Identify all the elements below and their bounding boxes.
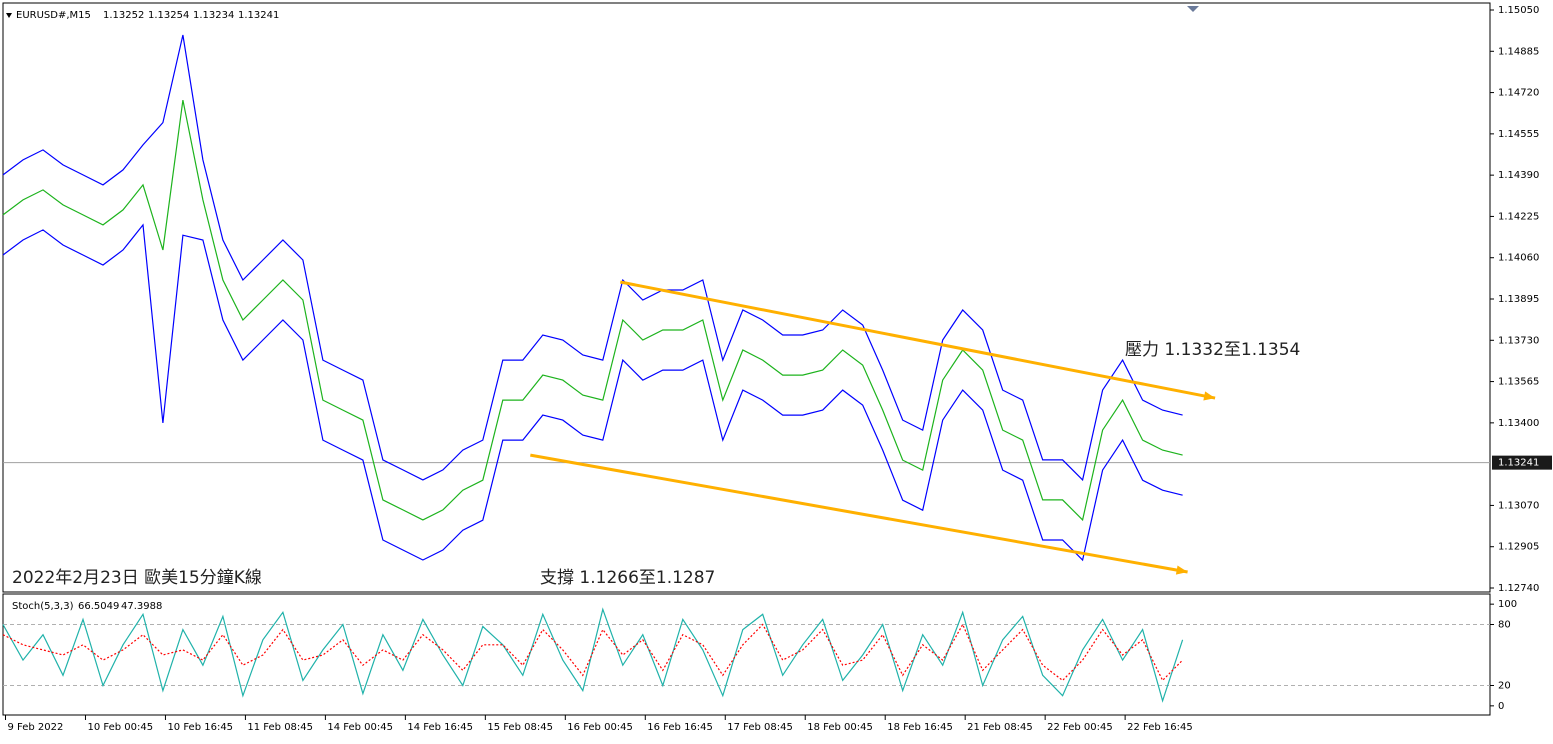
y-tick-label: 1.14390 xyxy=(1498,170,1539,181)
x-tick-label: 14 Feb 16:45 xyxy=(407,722,473,733)
x-tick-label: 22 Feb 16:45 xyxy=(1127,722,1193,733)
indicator-name: Stoch(5,3,3) xyxy=(12,601,74,612)
x-tick-label: 18 Feb 16:45 xyxy=(887,722,953,733)
y-tick-label: 1.15050 xyxy=(1498,5,1539,16)
x-tick-label: 17 Feb 08:45 xyxy=(727,722,793,733)
x-tick-label: 10 Feb 16:45 xyxy=(167,722,233,733)
trendline-arrow xyxy=(1203,391,1216,401)
high: 1.13254 xyxy=(148,10,189,21)
trendline xyxy=(620,280,1216,400)
y-tick-label: 80 xyxy=(1498,620,1511,631)
menu-triangle[interactable] xyxy=(6,13,12,18)
series-line xyxy=(2,223,1183,562)
series-line xyxy=(2,607,1184,703)
y-tick-label: 0 xyxy=(1498,701,1504,712)
trendline xyxy=(530,453,1188,574)
series-line xyxy=(2,99,1183,522)
y-tick-label: 100 xyxy=(1498,599,1517,610)
series-line xyxy=(2,34,1183,482)
symbol: EURUSD#,M15 xyxy=(16,10,91,21)
x-tick-label: 21 Feb 08:45 xyxy=(967,722,1033,733)
x-tick-label: 11 Feb 08:45 xyxy=(247,722,313,733)
low: 1.13234 xyxy=(193,10,234,21)
chart-caption: 2022年2月23日 歐美15分鐘K線 xyxy=(12,568,262,588)
indicator-main: 66.5049 xyxy=(78,601,119,612)
y-tick-label: 1.14555 xyxy=(1498,129,1539,140)
y-tick-label: 1.12905 xyxy=(1498,542,1539,553)
close: 1.13241 xyxy=(238,10,279,21)
y-tick-label: 1.13400 xyxy=(1498,418,1539,429)
support-note: 支撐 1.1266至1.1287 xyxy=(540,568,715,588)
price-pane-border xyxy=(2,2,1491,593)
indicator-signal: 47.3988 xyxy=(121,601,162,612)
y-tick-label: 1.12740 xyxy=(1498,583,1539,594)
y-tick-label: 1.13730 xyxy=(1498,335,1539,346)
x-tick-label: 10 Feb 00:45 xyxy=(87,722,153,733)
x-tick-label: 22 Feb 00:45 xyxy=(1047,722,1113,733)
trendline-arrow xyxy=(1175,565,1188,575)
y-tick-label: 1.13565 xyxy=(1498,377,1539,388)
x-tick-label: 15 Feb 08:45 xyxy=(487,722,553,733)
open: 1.13252 xyxy=(103,10,144,21)
stoch-pane-border xyxy=(2,593,1491,716)
x-tick-label: 14 Feb 00:45 xyxy=(327,722,393,733)
y-tick-label: 1.13070 xyxy=(1498,500,1539,511)
y-tick-label: 1.14720 xyxy=(1498,88,1539,99)
x-tick-label: 18 Feb 00:45 xyxy=(807,722,873,733)
y-tick-label: 1.14225 xyxy=(1498,211,1539,222)
y-tick-label: 1.13895 xyxy=(1498,294,1539,305)
shift-marker[interactable] xyxy=(1187,6,1199,12)
y-tick-label: 1.14060 xyxy=(1498,253,1539,264)
series-line xyxy=(2,623,1184,682)
last-price-label: 1.13241 xyxy=(1498,458,1539,469)
last-price-box xyxy=(1492,455,1552,470)
x-tick-label: 9 Feb 2022 xyxy=(7,722,63,733)
x-tick-label: 16 Feb 00:45 xyxy=(567,722,633,733)
resistance-note: 壓力 1.1332至1.1354 xyxy=(1125,340,1300,360)
y-tick-label: 1.14885 xyxy=(1498,46,1539,57)
x-tick-label: 16 Feb 16:45 xyxy=(647,722,713,733)
y-tick-label: 20 xyxy=(1498,681,1511,692)
